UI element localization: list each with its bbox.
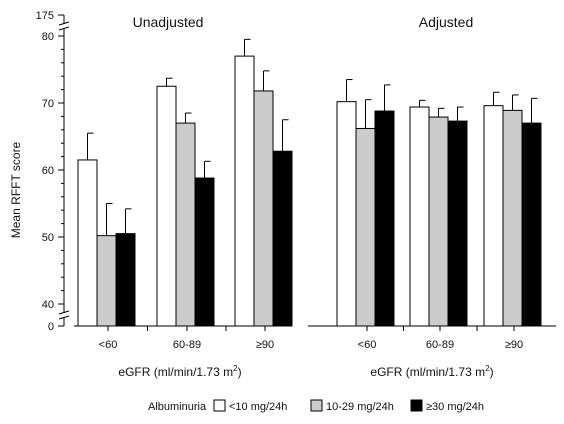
legend-swatch xyxy=(310,399,323,412)
bar xyxy=(428,116,449,327)
bar xyxy=(447,120,468,327)
x-tick-label: 60-89 xyxy=(426,339,454,351)
axis-break-mark xyxy=(58,315,70,320)
panel-title: Adjusted xyxy=(419,14,473,30)
bar xyxy=(521,122,542,327)
legend-swatch xyxy=(213,399,226,412)
bar xyxy=(502,109,523,327)
x-tick-label: <60 xyxy=(99,339,118,351)
y-tick-label: 60 xyxy=(42,165,54,177)
bar xyxy=(194,177,215,327)
panel-adjusted: Adjusted <60 60-89 ≥90 eGFR (ml/min/1.73 m2) xyxy=(308,14,556,379)
panels: Unadjusted <60 60-89 ≥90 eGFR (ml/min/1.73 m… xyxy=(74,14,556,379)
x-tick-label: <60 xyxy=(358,339,377,351)
x-axis-label: eGFR (ml/min/1.73 m2) xyxy=(370,364,493,379)
legend-label: 10-29 mg/24h xyxy=(326,401,394,413)
bar xyxy=(336,101,357,327)
y-axis: 175 0 40 50 60 70 80 xyxy=(36,10,70,333)
x-axis-label: eGFR (ml/min/1.73 m2) xyxy=(118,364,241,379)
y-tick-label: 40 xyxy=(42,299,54,311)
bar xyxy=(272,150,293,327)
bar xyxy=(374,110,395,327)
y-tick-label: 80 xyxy=(42,31,54,43)
y-tick-label: 70 xyxy=(42,98,54,110)
bar xyxy=(483,105,504,327)
y-axis-label: Mean RFFT score xyxy=(9,141,23,238)
x-tick-label: ≥90 xyxy=(256,339,274,351)
panel-unadjusted: Unadjusted <60 60-89 ≥90 eGFR (ml/min/1.73 m… xyxy=(74,14,293,379)
axis-break-mark xyxy=(58,21,70,26)
y-tick-label: 0 xyxy=(48,321,54,333)
legend-label: ≥30 mg/24h xyxy=(426,401,484,413)
bar xyxy=(355,127,376,327)
x-tick-label: 60-89 xyxy=(173,339,201,351)
y-tick-label: 175 xyxy=(36,10,54,22)
legend-title: Albuminuria xyxy=(148,401,207,413)
bar xyxy=(253,90,274,327)
axis-break-mark xyxy=(58,310,70,315)
bar xyxy=(175,122,196,327)
legend-label: <10 mg/24h xyxy=(229,401,287,413)
panel-title: Unadjusted xyxy=(133,14,204,30)
bar xyxy=(96,235,117,327)
bar xyxy=(409,106,430,327)
y-tick-label: 50 xyxy=(42,232,54,244)
legend-swatch xyxy=(410,399,423,412)
bar xyxy=(156,85,177,327)
bar xyxy=(115,233,136,327)
x-tick-label: ≥90 xyxy=(505,339,523,351)
axis-break-mark xyxy=(58,26,70,31)
legend: Albuminuria <10 mg/24h 10-29 mg/24h ≥30 mg/… xyxy=(148,399,484,413)
bar xyxy=(234,55,255,327)
bar xyxy=(77,159,98,327)
